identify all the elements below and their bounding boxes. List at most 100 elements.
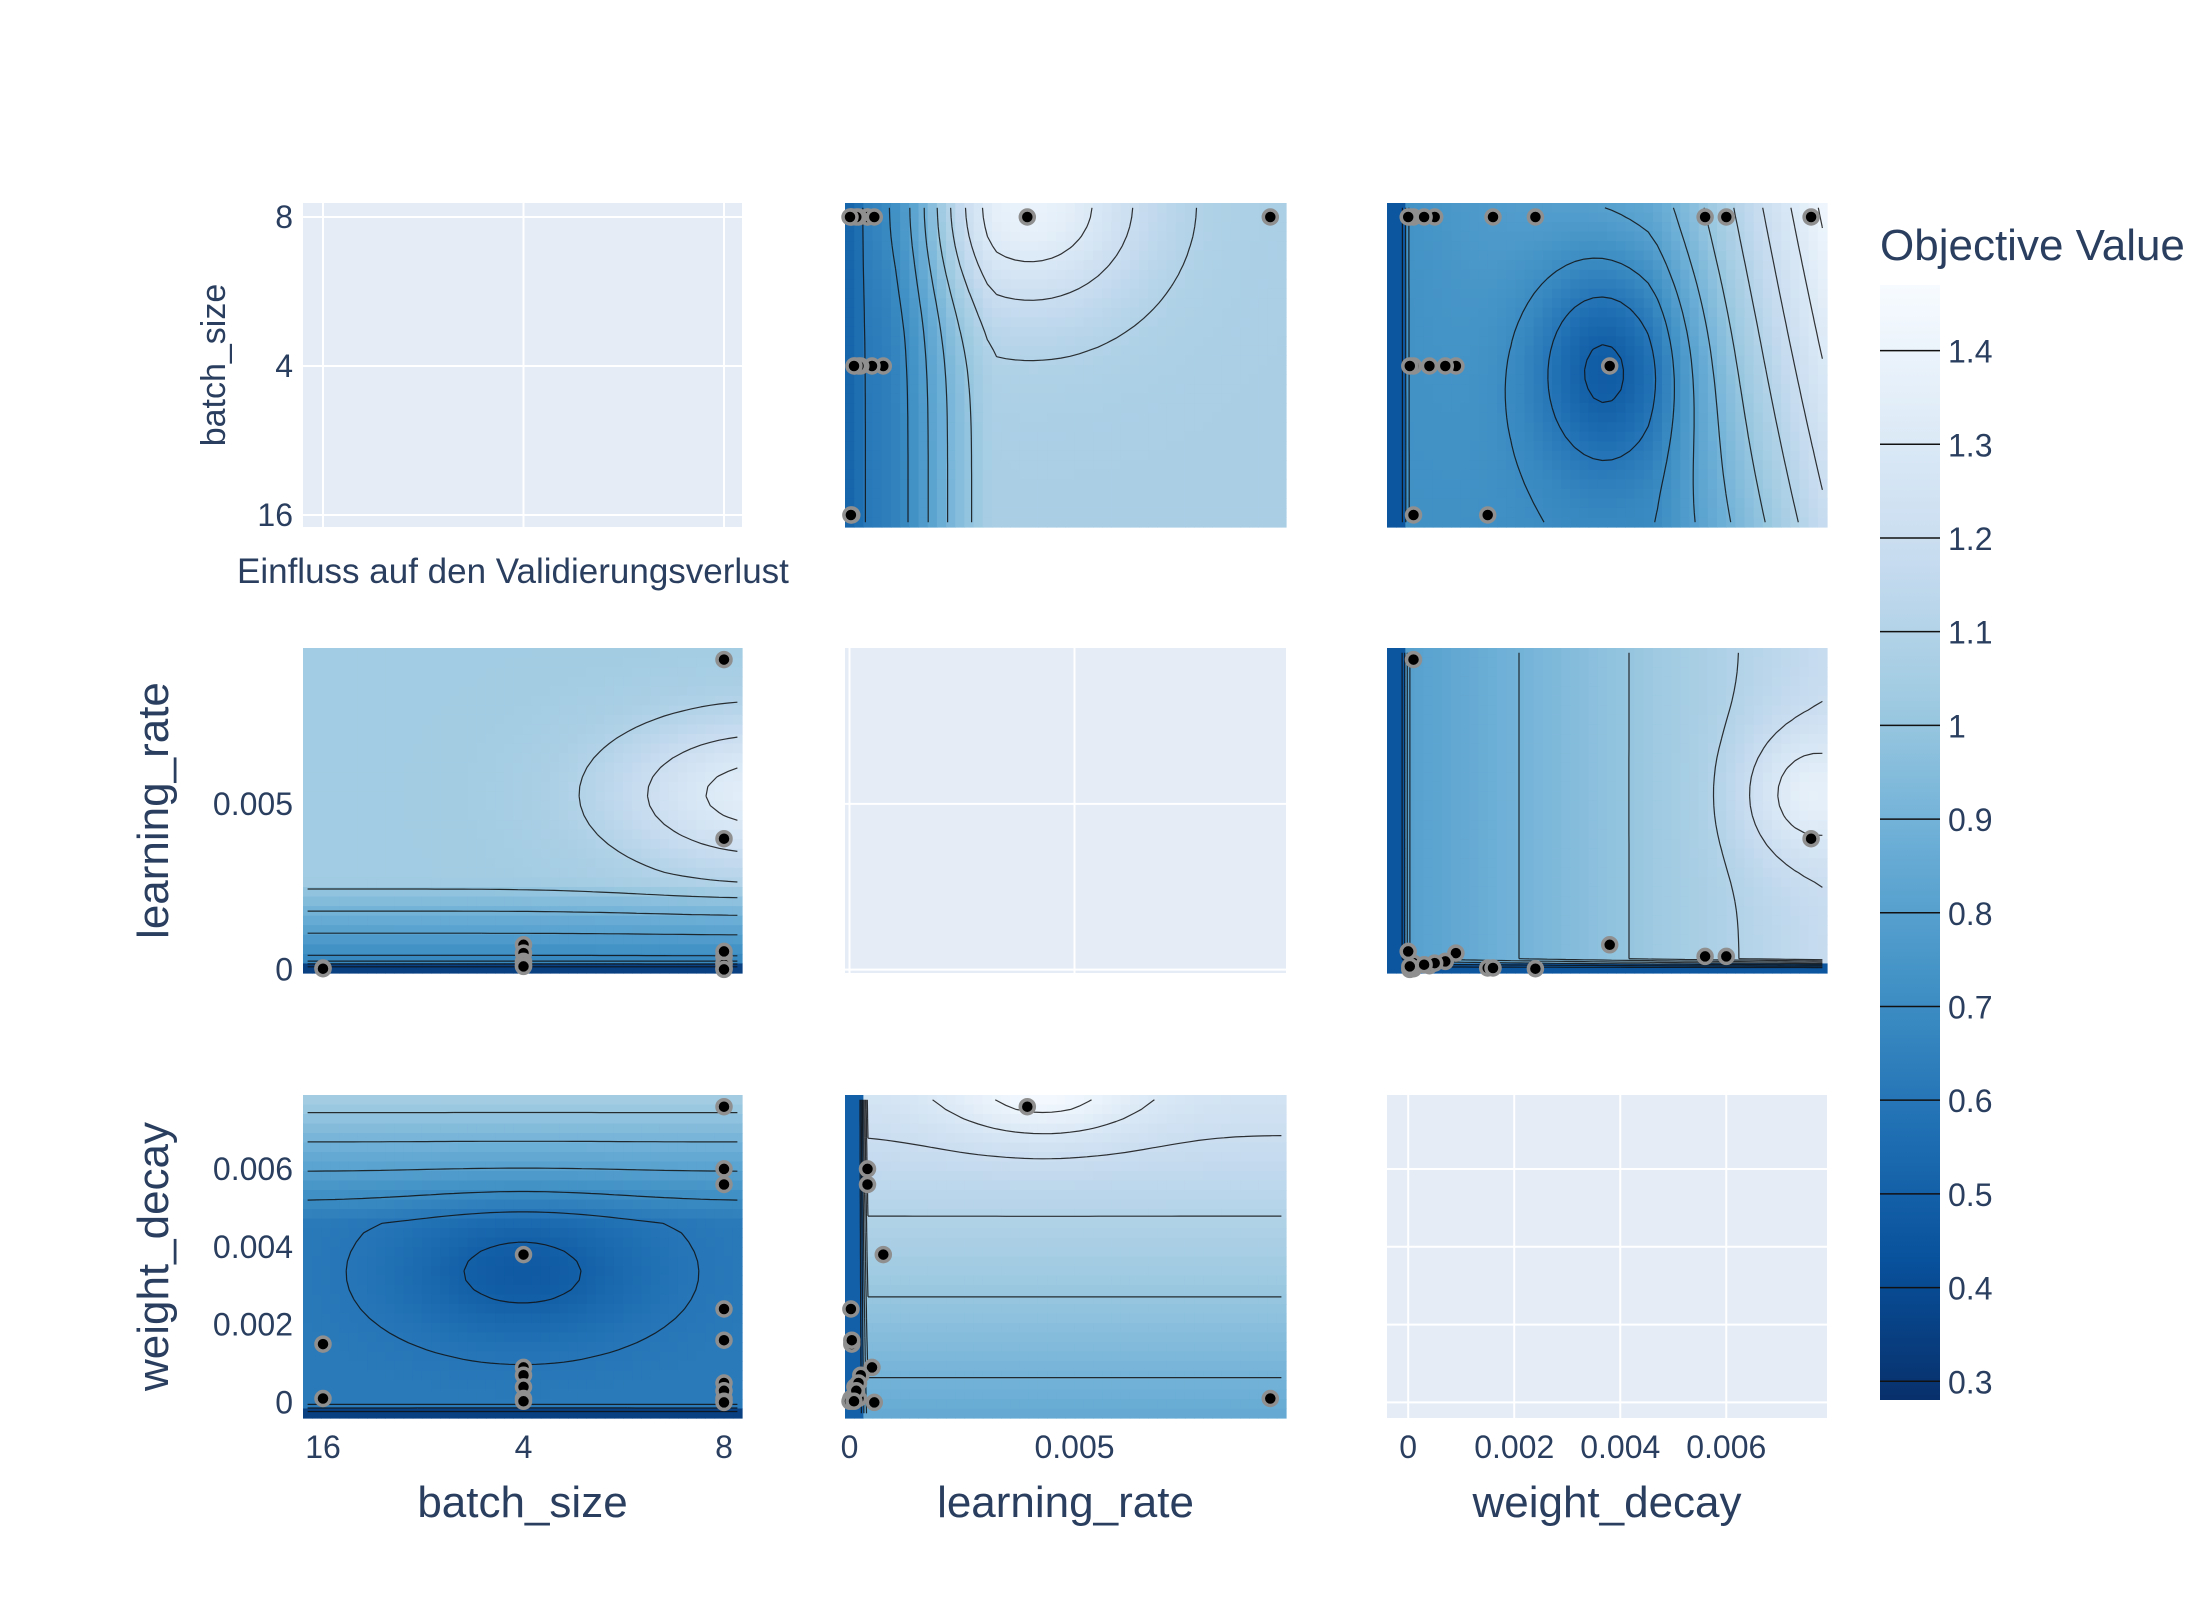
heat-cell	[1139, 288, 1149, 299]
trial-point[interactable]	[1696, 208, 1714, 226]
heat-cell	[668, 791, 679, 802]
trial-point[interactable]	[1600, 357, 1619, 375]
trial-point[interactable]	[1399, 208, 1417, 226]
heat-cell	[1056, 336, 1067, 347]
heat-cell	[1689, 222, 1700, 233]
heat-cell	[1001, 507, 1011, 519]
heat-cell	[964, 517, 975, 528]
trial-point[interactable]	[865, 208, 884, 226]
heat-cell	[696, 667, 707, 678]
heat-cell	[1735, 298, 1746, 309]
heat-cell	[367, 896, 377, 907]
heat-cell	[1120, 279, 1131, 290]
heat-cell	[982, 412, 993, 423]
heat-cell	[1387, 355, 1397, 366]
heat-cell	[641, 877, 652, 888]
heat-cell	[1037, 241, 1048, 252]
heat-cell	[586, 963, 597, 974]
heat-cell	[1662, 345, 1672, 357]
heat-cell	[964, 212, 975, 223]
heat-cell	[1139, 260, 1149, 271]
heat-cell	[1524, 222, 1535, 233]
trial-point[interactable]	[1484, 208, 1502, 226]
heat-cell	[476, 676, 487, 687]
heat-cell	[668, 667, 679, 678]
heat-cell	[485, 886, 496, 898]
heat-cell	[936, 298, 947, 309]
heat-cell	[421, 944, 432, 955]
heat-cell	[1451, 288, 1461, 299]
trial-point[interactable]	[1526, 208, 1545, 226]
heat-cell	[522, 667, 533, 678]
trial-point[interactable]	[1802, 208, 1820, 226]
heat-cell	[1772, 498, 1782, 509]
heat-cell	[1074, 507, 1085, 519]
heat-cell	[1148, 317, 1158, 328]
heat-cell	[900, 203, 910, 214]
heat-cell	[1524, 355, 1535, 366]
heat-cell	[714, 714, 725, 726]
heat-cell	[946, 498, 956, 509]
trial-point[interactable]	[842, 506, 860, 524]
heat-cell	[677, 791, 688, 802]
heat-cell	[1001, 317, 1011, 328]
heat-cell	[732, 762, 743, 773]
heat-cell	[1129, 279, 1140, 290]
heat-cell	[623, 820, 633, 831]
heat-cell	[964, 365, 975, 376]
heat-cell	[559, 858, 569, 869]
trial-point[interactable]	[1415, 208, 1433, 226]
heat-cell	[705, 877, 716, 888]
heat-cell	[376, 762, 386, 773]
heat-cell	[890, 479, 901, 490]
trial-point[interactable]	[1478, 506, 1497, 524]
heat-cell	[1698, 250, 1709, 261]
heat-cell	[431, 705, 441, 716]
heat-cell	[1717, 231, 1727, 242]
heat-cell	[1680, 269, 1691, 280]
heat-cell	[1074, 250, 1085, 261]
trial-point[interactable]	[1018, 208, 1037, 226]
heat-cell	[1460, 498, 1471, 509]
heat-cell	[1157, 269, 1168, 280]
trial-point[interactable]	[1436, 357, 1455, 375]
contour-heatmap	[845, 203, 1287, 528]
trial-point[interactable]	[1420, 357, 1439, 375]
heat-cell	[1203, 460, 1214, 471]
trial-point[interactable]	[715, 829, 733, 848]
heat-cell	[1552, 203, 1562, 214]
heat-cell	[421, 886, 432, 898]
trial-point[interactable]	[845, 357, 863, 375]
trial-point[interactable]	[841, 208, 859, 226]
heat-cell	[595, 953, 606, 965]
heat-cell	[641, 667, 652, 678]
heat-cell	[1643, 317, 1654, 328]
heat-cell	[449, 877, 460, 888]
heat-cell	[367, 839, 377, 850]
heat-cell	[1460, 288, 1471, 299]
heat-cell	[467, 762, 478, 773]
heat-cell	[559, 753, 569, 764]
heat-cell	[1010, 307, 1021, 318]
heat-cell	[1212, 260, 1223, 271]
trial-point[interactable]	[1717, 208, 1736, 226]
trial-point[interactable]	[1401, 357, 1419, 375]
heat-cell	[1487, 260, 1498, 271]
heat-cell	[982, 307, 993, 318]
heat-cell	[449, 934, 460, 945]
heat-cell	[1405, 250, 1416, 261]
trial-point[interactable]	[1404, 506, 1423, 524]
heat-cell	[677, 800, 688, 812]
heat-cell	[1781, 403, 1791, 414]
heat-cell	[890, 279, 901, 290]
heat-cell	[1707, 479, 1718, 490]
trial-point[interactable]	[715, 650, 733, 669]
heat-cell	[1735, 203, 1746, 214]
heat-cell	[303, 867, 313, 879]
heat-cell	[623, 839, 633, 850]
heat-cell	[1276, 355, 1287, 366]
trial-point[interactable]	[1261, 208, 1280, 226]
heat-cell	[1808, 336, 1819, 347]
heat-cell	[1671, 384, 1681, 395]
heat-cell	[1037, 212, 1048, 223]
